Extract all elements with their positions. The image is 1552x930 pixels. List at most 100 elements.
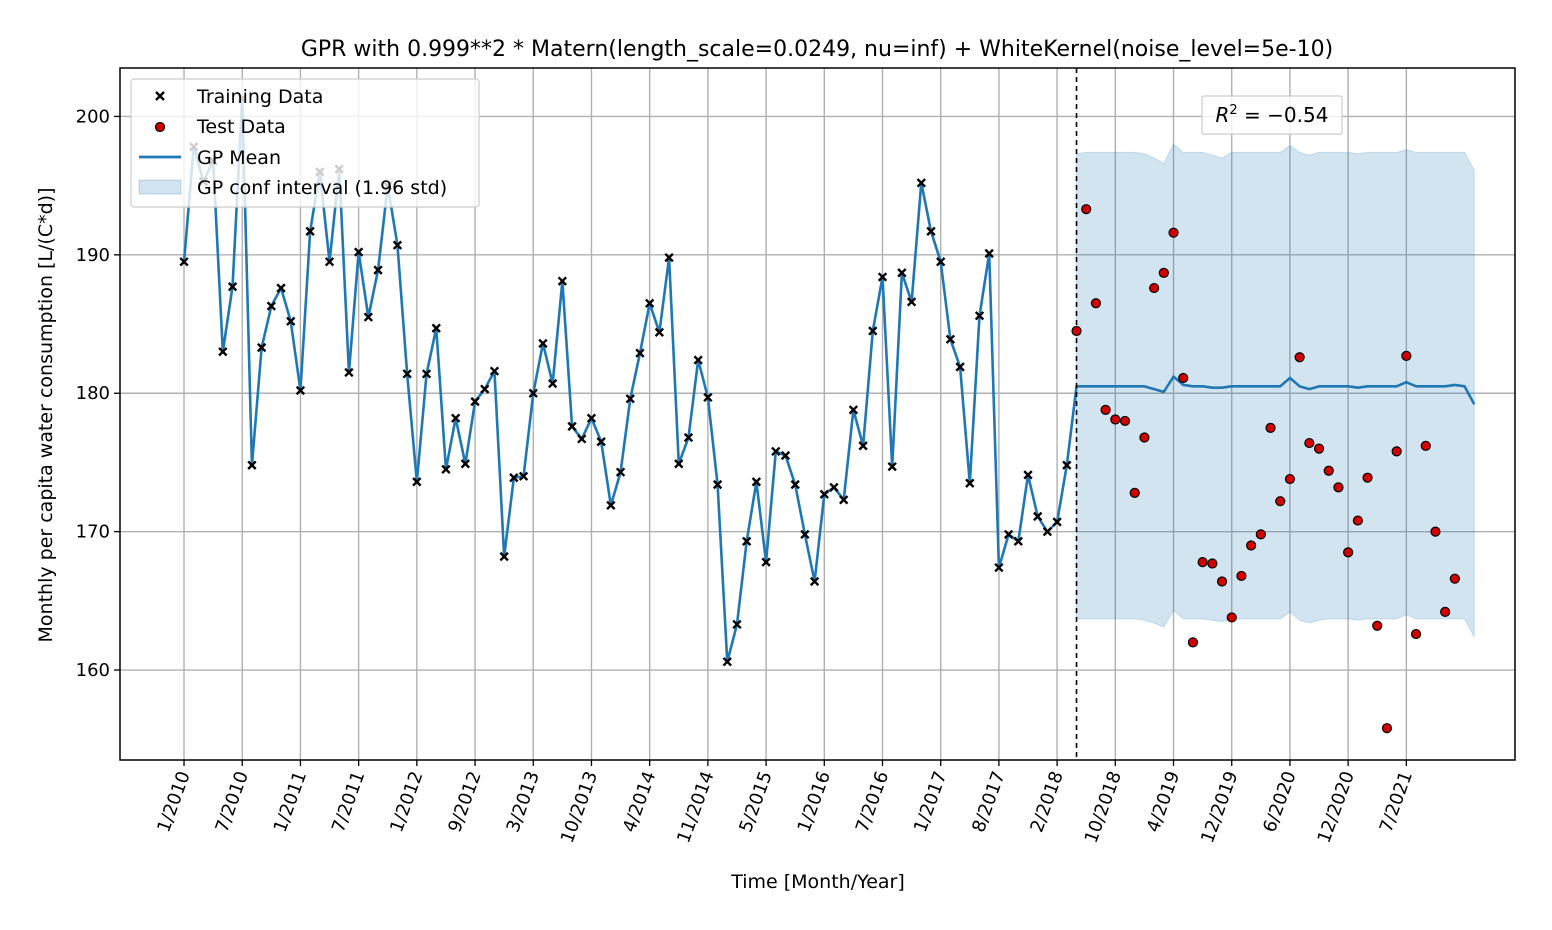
test-data-point (1440, 606, 1451, 618)
training-data-point (683, 432, 694, 443)
training-data-point (703, 392, 713, 403)
training-data-point (402, 369, 412, 379)
test-data-point (1197, 556, 1208, 568)
x-tick-label: 12/2019 (1197, 769, 1242, 846)
x-tick-label: 2/2018 (1026, 769, 1067, 836)
training-data-point (751, 477, 762, 487)
training-data-point (1033, 511, 1043, 522)
x-tick-label: 1/2012 (386, 769, 427, 836)
legend-item-test-data: Test Data (154, 116, 286, 138)
test-data-point (1207, 558, 1218, 569)
training-data-point (790, 479, 800, 490)
training-data-point (324, 257, 335, 267)
x-tick-label: 7/2016 (852, 769, 893, 836)
training-data-point (926, 226, 936, 236)
r2-value: = −0.54 (1238, 103, 1329, 127)
training-data-point (722, 657, 732, 667)
test-data-point (1119, 415, 1131, 427)
confidence-band (1076, 143, 1475, 638)
training-data-point (557, 276, 568, 286)
legend-item-gp-mean: GP Mean (139, 147, 281, 169)
training-data-point (780, 450, 791, 461)
legend-label-training-data: Training Data (196, 86, 323, 108)
gp-mean-line (182, 97, 1476, 664)
training-data-point (1013, 536, 1023, 546)
x-axis-label: Time [Month/Year] (730, 871, 905, 893)
training-data-point (1023, 470, 1033, 480)
x-tick-label: 9/2012 (444, 769, 485, 836)
training-data-point (936, 257, 946, 267)
legend-item-conf-interval: GP conf interval (1.96 std) (138, 177, 447, 199)
test-data-point (1372, 620, 1383, 631)
training-data-point (421, 369, 432, 379)
training-data-point (974, 311, 985, 321)
chart-title: GPR with 0.999**2 * Matern(length_scale=… (301, 37, 1333, 62)
test-data-point (1284, 473, 1296, 485)
test-data-point (1129, 487, 1140, 498)
x-tick-label: 12/2020 (1314, 769, 1359, 846)
training-data-point (664, 252, 674, 263)
training-data-point (353, 247, 364, 257)
training-data-point (771, 446, 781, 457)
test-data-point (1236, 570, 1247, 582)
training-data-point (984, 248, 994, 259)
training-data-layer (179, 93, 1072, 667)
r2-annotation-text: R2 = −0.54 (1216, 103, 1329, 127)
r2-superscript: 2 (1229, 103, 1237, 118)
legend: Training Data Test Data GP Mean GP conf … (130, 78, 480, 208)
confidence-band-layer (1076, 143, 1475, 638)
training-data-point (615, 467, 626, 477)
y-axis-label: Monthly per capita water consumption [L/… (35, 188, 57, 643)
training-data-point (674, 459, 684, 469)
r2-annotation: R2 = −0.54 (1201, 95, 1343, 135)
x-tick-label: 3/2013 (503, 769, 544, 836)
test-data-point (1265, 422, 1276, 433)
x-tick-label: 8/2017 (968, 769, 1009, 836)
x-tick-label: 1/2017 (910, 769, 951, 836)
training-data-point (286, 316, 296, 326)
test-data-point (1362, 472, 1373, 483)
test-data-point (1090, 298, 1102, 309)
training-data-point (819, 489, 829, 499)
test-data-point (1410, 628, 1422, 640)
training-data-point (227, 282, 238, 292)
x-tick-label: 11/2014 (673, 769, 718, 846)
y-tick-label: 200 (76, 106, 110, 127)
test-data-point (1168, 227, 1179, 238)
training-data-point (295, 385, 306, 396)
test-data-point (1071, 325, 1082, 337)
training-data-point (363, 312, 373, 322)
x-tick-label: 1/2010 (153, 769, 194, 836)
training-data-point (499, 551, 509, 562)
training-data-point (839, 495, 849, 505)
legend-x-marker (155, 91, 165, 101)
legend-band-swatch (138, 179, 182, 195)
training-data-point (1042, 526, 1053, 537)
training-data-point (538, 338, 548, 349)
gp-mean-layer (182, 97, 1476, 664)
training-data-point (877, 272, 888, 282)
training-data-point (373, 265, 383, 275)
test-data-point (1391, 446, 1402, 457)
training-data-point (848, 405, 859, 415)
x-tick-label: 10/2018 (1081, 769, 1126, 846)
training-data-point (606, 500, 616, 510)
test-data-point (1246, 540, 1257, 551)
training-data-point (247, 460, 257, 470)
training-data-point (266, 301, 276, 311)
training-data-point (218, 347, 228, 357)
training-data-point (470, 396, 480, 407)
training-data-point (451, 413, 461, 423)
legend-label-conf-interval: GP conf interval (1.96 std) (197, 177, 447, 199)
x-tick-label: 1/2011 (270, 769, 311, 836)
training-data-point (1003, 529, 1014, 540)
training-data-point (800, 529, 810, 540)
training-data-point (518, 471, 529, 481)
test-data-point (1294, 352, 1305, 363)
training-data-point (431, 323, 441, 333)
r2-symbol: R (1216, 103, 1230, 127)
test-data-point (1255, 529, 1266, 540)
training-data-point (509, 473, 519, 483)
training-data-point (635, 348, 645, 358)
